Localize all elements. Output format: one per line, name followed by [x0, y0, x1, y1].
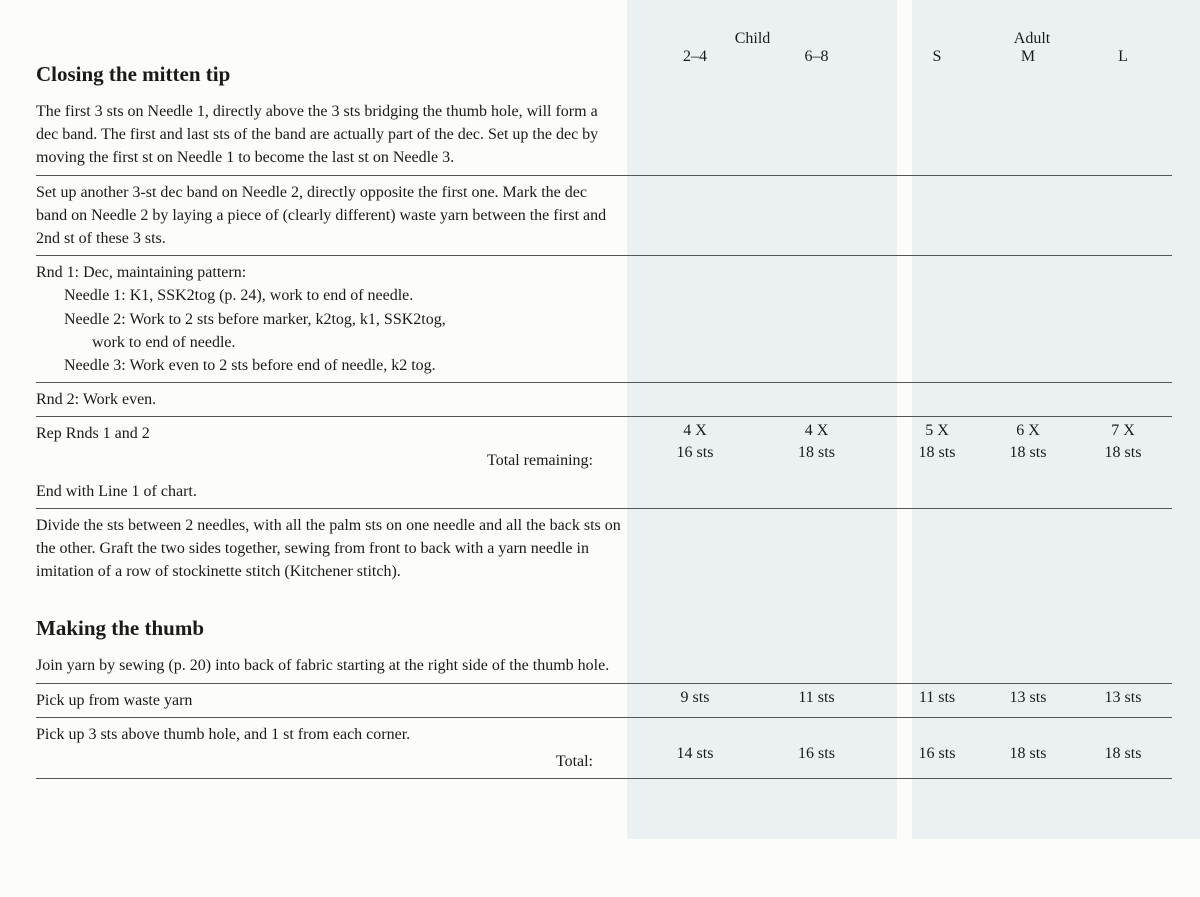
s2-row2-text: Pick up from waste yarn — [36, 689, 631, 712]
s2-row3-text: Pick up 3 sts above thumb hole, and 1 st… — [36, 723, 621, 746]
s2-row2: Pick up from waste yarn 9 sts 11 sts 11 … — [36, 684, 1172, 718]
s1-row5-c24-top: 4 X — [631, 422, 759, 440]
s1-row4: Rnd 2: Work even. — [36, 383, 1172, 417]
s1-row7: Divide the sts between 2 needles, with a… — [36, 509, 1172, 589]
s1-row3-l1: Rnd 1: Dec, maintaining pattern: — [36, 261, 621, 284]
s1-row3-l2: Needle 1: K1, SSK2tog (p. 24), work to e… — [36, 284, 621, 307]
s1-row3-l5: Needle 3: Work even to 2 sts before end … — [36, 354, 621, 377]
s2-row3-cl: 18 sts — [1078, 745, 1168, 763]
s1-row7-text: Divide the sts between 2 needles, with a… — [36, 514, 631, 584]
child-header: Child — [631, 30, 874, 48]
s1-row1-text: The first 3 sts on Needle 1, directly ab… — [36, 100, 631, 170]
s1-row3-l3: Needle 2: Work to 2 sts before marker, k… — [36, 308, 621, 331]
s2-row1-text: Join yarn by sewing (p. 20) into back of… — [36, 654, 631, 677]
s1-row4-text: Rnd 2: Work even. — [36, 388, 631, 411]
s2-row3-cs: 16 sts — [896, 745, 978, 763]
s2-row2-c24: 9 sts — [631, 689, 759, 707]
s2-row1: Join yarn by sewing (p. 20) into back of… — [36, 649, 1172, 683]
s2-row2-cs: 11 sts — [896, 689, 978, 707]
section2-title: Making the thumb — [36, 616, 1172, 641]
s1-row2-text: Set up another 3-st dec band on Needle 2… — [36, 181, 631, 251]
s1-row5-cs-top: 5 X — [896, 422, 978, 440]
s1-row3: Rnd 1: Dec, maintaining pattern: Needle … — [36, 256, 1172, 383]
s1-row2: Set up another 3-st dec band on Needle 2… — [36, 176, 1172, 257]
s2-row3-c68: 16 sts — [759, 745, 874, 763]
s1-row5-c68-top: 4 X — [759, 422, 874, 440]
s2-row3-c24: 14 sts — [631, 745, 759, 763]
s2-row2-c68: 11 sts — [759, 689, 874, 707]
s1-row5-c68-bot: 18 sts — [759, 444, 874, 462]
s1-row5-text: Rep Rnds 1 and 2 — [36, 422, 621, 445]
s1-row3-l4: work to end of needle. — [36, 331, 621, 354]
s1-row5-cl-top: 7 X — [1078, 422, 1168, 440]
s1-row5-total-label: Total remaining: — [36, 449, 621, 472]
s1-row5-cm-top: 6 X — [978, 422, 1078, 440]
s1-row6: End with Line 1 of chart. — [36, 475, 1172, 509]
size-group-header-row: Child Adult — [36, 30, 1172, 48]
s1-row6-text: End with Line 1 of chart. — [36, 480, 631, 503]
s2-row3-cm: 18 sts — [978, 745, 1078, 763]
adult-header: Adult — [892, 30, 1172, 48]
s1-row5-cl-bot: 18 sts — [1078, 444, 1168, 462]
section1-title: Closing the mitten tip — [36, 62, 1172, 87]
s2-row3: Pick up 3 sts above thumb hole, and 1 st… — [36, 718, 1172, 779]
s1-row5-c24-bot: 16 sts — [631, 444, 759, 462]
s1-row1: The first 3 sts on Needle 1, directly ab… — [36, 95, 1172, 176]
s1-row5-cm-bot: 18 sts — [978, 444, 1078, 462]
s1-row5: Rep Rnds 1 and 2 Total remaining: 4 X 16… — [36, 417, 1172, 474]
s2-row2-cl: 13 sts — [1078, 689, 1168, 707]
s2-row2-cm: 13 sts — [978, 689, 1078, 707]
s2-row3-total-label: Total: — [36, 750, 621, 773]
s1-row5-cs-bot: 18 sts — [896, 444, 978, 462]
